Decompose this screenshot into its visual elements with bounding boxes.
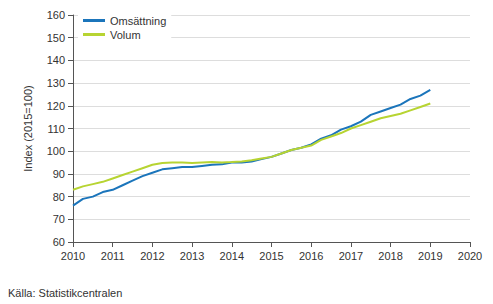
svg-text:Omsättning: Omsättning [110, 15, 166, 27]
svg-text:Index (2015=100): Index (2015=100) [22, 85, 34, 172]
svg-text:2020: 2020 [458, 250, 482, 262]
svg-text:Volum: Volum [110, 29, 141, 41]
svg-text:2018: 2018 [378, 250, 402, 262]
svg-text:2012: 2012 [140, 250, 164, 262]
svg-text:80: 80 [53, 191, 65, 203]
svg-text:2013: 2013 [180, 250, 204, 262]
svg-text:2011: 2011 [101, 250, 125, 262]
svg-text:130: 130 [47, 77, 65, 89]
svg-text:2014: 2014 [220, 250, 244, 262]
svg-text:90: 90 [53, 168, 65, 180]
svg-text:Källa: Statistikcentralen: Källa: Statistikcentralen [8, 287, 122, 299]
svg-text:2015: 2015 [259, 250, 283, 262]
svg-text:150: 150 [47, 32, 65, 44]
svg-text:2016: 2016 [299, 250, 323, 262]
svg-text:140: 140 [47, 54, 65, 66]
svg-text:110: 110 [47, 123, 65, 135]
svg-text:2010: 2010 [61, 250, 85, 262]
svg-text:2019: 2019 [418, 250, 442, 262]
svg-text:120: 120 [47, 100, 65, 112]
svg-text:70: 70 [53, 213, 65, 225]
svg-text:60: 60 [53, 236, 65, 248]
svg-text:160: 160 [47, 9, 65, 21]
svg-text:100: 100 [47, 145, 65, 157]
svg-text:2017: 2017 [339, 250, 363, 262]
